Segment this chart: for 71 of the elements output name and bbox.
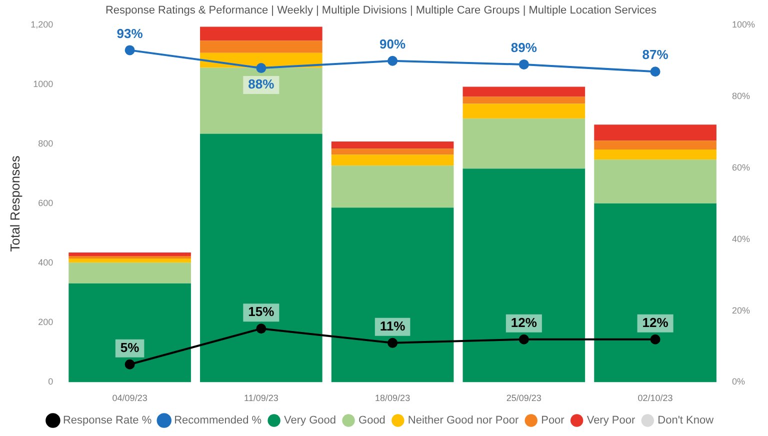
bar: [331, 166, 454, 208]
data-label: 12%: [510, 314, 538, 330]
data-label: 12%: [642, 314, 669, 330]
bar: [200, 26, 322, 41]
bar: [331, 154, 454, 166]
bar: [594, 160, 716, 204]
bar: [331, 148, 454, 155]
point: [388, 338, 398, 348]
point: [256, 324, 266, 334]
bar: [200, 40, 322, 53]
bar: [462, 118, 586, 169]
bar: [200, 134, 322, 382]
bar: [462, 168, 586, 382]
point: [124, 359, 135, 370]
y2-tick-label: 0%: [732, 376, 745, 387]
bar: [462, 104, 586, 119]
legend-label: Very Good: [284, 414, 336, 427]
y2-tick-label: 100%: [732, 20, 756, 30]
y-tick-label: 600: [38, 198, 54, 208]
bar: [462, 86, 586, 97]
bar: [68, 258, 191, 263]
legend-label: Poor: [541, 414, 565, 427]
data-label: 90%: [380, 36, 406, 52]
legend-label: Recommended %: [174, 414, 262, 427]
data-label: 87%: [642, 47, 669, 62]
bar: [594, 140, 716, 150]
y-tick-label: 200: [38, 317, 54, 328]
point: [518, 59, 529, 70]
x-tick-label: 25/09/23: [506, 393, 542, 404]
data-label: 89%: [510, 40, 538, 56]
legend-label: Very Poor: [586, 414, 636, 427]
data-label: 93%: [116, 26, 144, 41]
bar: [68, 262, 191, 284]
y2-tick-label: 40%: [732, 234, 750, 244]
data-label: 88%: [248, 76, 275, 92]
y-tick-label: 0: [48, 376, 54, 387]
point: [650, 66, 660, 77]
chart-title: Response Ratings & Peformance | Weekly | Multiple Divisions | Multiple Care Groups | Multiple Location Services: [105, 4, 658, 17]
x-tick-label: 18/09/23: [375, 393, 410, 404]
bar: [594, 150, 716, 160]
legend-label: Response Rate %: [62, 414, 152, 427]
x-tick-label: 02/10/23: [638, 393, 673, 404]
point: [650, 334, 660, 344]
x-tick-label: 11/09/23: [244, 393, 278, 404]
point: [388, 56, 398, 66]
point: [124, 45, 135, 56]
data-label: 5%: [120, 340, 140, 355]
legend-label: Good: [358, 414, 386, 427]
y2-tick-label: 20%: [732, 305, 750, 316]
y-tick-label: 400: [38, 258, 54, 268]
legend-label: Neither Good nor Poor: [408, 414, 519, 427]
data-label: 11%: [380, 318, 406, 334]
x-tick-label: 04/09/23: [112, 393, 148, 404]
point: [518, 334, 529, 344]
bar: [594, 124, 716, 141]
bar: [462, 96, 586, 104]
y-axis-title: Total Responses: [7, 155, 22, 252]
y2-tick-label: 80%: [732, 91, 750, 102]
bar: [331, 142, 454, 149]
point: [256, 63, 266, 74]
bar: [68, 283, 191, 382]
bar: [331, 208, 454, 382]
y-tick-label: 1000: [33, 79, 54, 90]
y-tick-label: 1,200: [30, 20, 54, 30]
y-tick-label: 800: [38, 138, 54, 149]
bar: [594, 203, 716, 382]
data-label: 15%: [248, 304, 275, 320]
y2-tick-label: 60%: [732, 162, 750, 172]
legend-label: Don't Know: [658, 414, 714, 427]
bar: [68, 252, 191, 256]
bar: [200, 68, 322, 134]
